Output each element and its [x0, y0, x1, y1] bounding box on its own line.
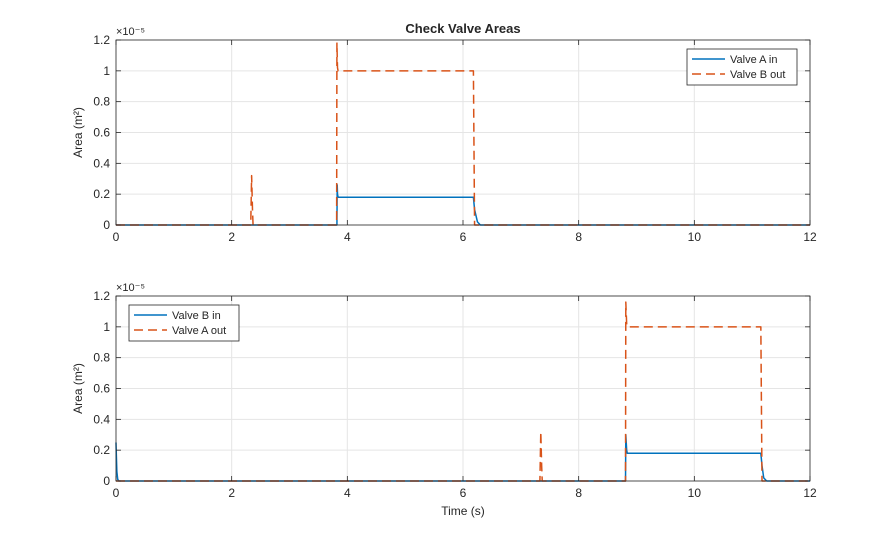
y-axis-label: Area (m²): [71, 363, 85, 414]
x-tick-label: 0: [113, 230, 120, 244]
x-tick-label: 2: [228, 486, 235, 500]
y-tick-label: 0.2: [93, 187, 110, 201]
y-axis-label: Area (m²): [71, 107, 85, 158]
x-tick-label: 0: [113, 486, 120, 500]
y-tick-label: 1.2: [93, 33, 110, 47]
legend-label: Valve A in: [730, 54, 778, 66]
x-tick-label: 8: [575, 486, 582, 500]
x-axis-label: Time (s): [441, 504, 485, 518]
series-line-1: [116, 42, 810, 226]
y-tick-label: 1: [103, 320, 110, 334]
legend-label: Valve B in: [172, 310, 221, 322]
y-exponent-label: ×10⁻⁵: [116, 282, 145, 294]
legend-box: [686, 48, 798, 86]
x-tick-label: 6: [460, 486, 467, 500]
y-tick-label: 1: [103, 64, 110, 78]
y-tick-label: 0.4: [93, 412, 110, 426]
legend-box: [128, 304, 240, 342]
y-tick-label: 0.8: [93, 95, 110, 109]
y-tick-label: 0: [103, 218, 110, 232]
x-tick-label: 10: [688, 486, 702, 500]
series-line-1: [116, 301, 810, 482]
y-tick-label: 0.6: [93, 382, 110, 396]
legend-label: Valve A out: [172, 325, 226, 337]
x-tick-label: 12: [803, 230, 817, 244]
axes-top: 0 2 4 6 8 10 12 0 0.2 0.4 0.6 0.8 1 1.2 ×10⁻⁵ Area (m²)…: [71, 26, 817, 244]
y-tick-label: 0.6: [93, 126, 110, 140]
y-tick-label: 0.2: [93, 443, 110, 457]
x-tick-label: 2: [228, 230, 235, 244]
legend-label: Valve B out: [730, 69, 785, 81]
x-tick-label: 4: [344, 230, 351, 244]
legend: Valve B in Valve A out: [128, 304, 240, 342]
x-tick-label: 10: [688, 230, 702, 244]
x-tick-label: 4: [344, 486, 351, 500]
y-tick-label: 1.2: [93, 289, 110, 303]
x-tick-label: 12: [803, 486, 817, 500]
x-tick-label: 6: [460, 230, 467, 244]
y-exponent-label: ×10⁻⁵: [116, 26, 145, 38]
y-tick-label: 0: [103, 474, 110, 488]
legend: Valve A in Valve B out: [686, 48, 798, 86]
x-tick-label: 8: [575, 230, 582, 244]
axes-bottom: 0 2 4 6 8 10 12 0 0.2 0.4 0.6 0.8 1 1.2 ×10⁻⁵ Area (m²)…: [71, 282, 817, 500]
y-tick-label: 0.8: [93, 351, 110, 365]
y-tick-label: 0.4: [93, 156, 110, 170]
figure-title: Check Valve Areas: [405, 21, 520, 36]
